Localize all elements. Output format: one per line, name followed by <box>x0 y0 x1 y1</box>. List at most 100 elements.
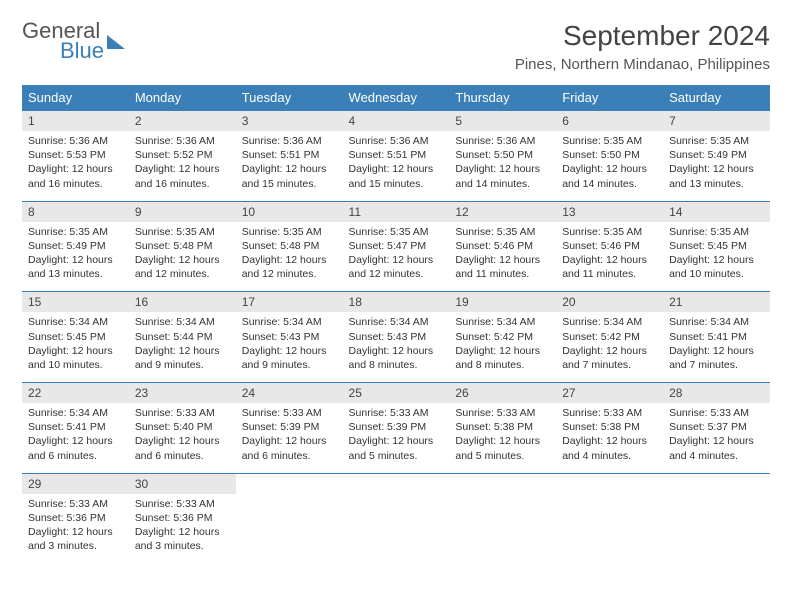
sunset-line: Sunset: 5:49 PM <box>28 239 123 253</box>
day-header: Thursday <box>449 85 556 111</box>
sunset-line: Sunset: 5:39 PM <box>349 420 444 434</box>
daylight-line: Daylight: 12 hours and 9 minutes. <box>242 344 337 372</box>
sunrise-line: Sunrise: 5:33 AM <box>28 497 123 511</box>
day-number: 26 <box>449 383 556 403</box>
day-number: 15 <box>22 292 129 312</box>
calendar-table: SundayMondayTuesdayWednesdayThursdayFrid… <box>22 85 770 563</box>
day-number: 6 <box>556 111 663 131</box>
sunrise-line: Sunrise: 5:35 AM <box>455 225 550 239</box>
day-content: Sunrise: 5:34 AMSunset: 5:45 PMDaylight:… <box>22 312 129 382</box>
day-content: Sunrise: 5:35 AMSunset: 5:49 PMDaylight:… <box>663 131 770 201</box>
day-number: 28 <box>663 383 770 403</box>
day-number: 5 <box>449 111 556 131</box>
day-content: Sunrise: 5:34 AMSunset: 5:41 PMDaylight:… <box>22 403 129 473</box>
day-cell: 9Sunrise: 5:35 AMSunset: 5:48 PMDaylight… <box>129 201 236 292</box>
daylight-line: Daylight: 12 hours and 9 minutes. <box>135 344 230 372</box>
day-cell: 23Sunrise: 5:33 AMSunset: 5:40 PMDayligh… <box>129 383 236 474</box>
sunrise-line: Sunrise: 5:33 AM <box>562 406 657 420</box>
day-cell: 20Sunrise: 5:34 AMSunset: 5:42 PMDayligh… <box>556 292 663 383</box>
sunset-line: Sunset: 5:44 PM <box>135 330 230 344</box>
sail-icon <box>107 35 125 49</box>
sunrise-line: Sunrise: 5:33 AM <box>669 406 764 420</box>
sunrise-line: Sunrise: 5:36 AM <box>455 134 550 148</box>
day-content: Sunrise: 5:33 AMSunset: 5:39 PMDaylight:… <box>343 403 450 473</box>
sunset-line: Sunset: 5:39 PM <box>242 420 337 434</box>
day-content: Sunrise: 5:36 AMSunset: 5:50 PMDaylight:… <box>449 131 556 201</box>
day-content: Sunrise: 5:33 AMSunset: 5:40 PMDaylight:… <box>129 403 236 473</box>
week-row: 29Sunrise: 5:33 AMSunset: 5:36 PMDayligh… <box>22 473 770 563</box>
sunrise-line: Sunrise: 5:34 AM <box>562 315 657 329</box>
sunrise-line: Sunrise: 5:34 AM <box>28 406 123 420</box>
day-number: 30 <box>129 474 236 494</box>
daylight-line: Daylight: 12 hours and 12 minutes. <box>349 253 444 281</box>
day-cell: 16Sunrise: 5:34 AMSunset: 5:44 PMDayligh… <box>129 292 236 383</box>
day-number: 24 <box>236 383 343 403</box>
month-title: September 2024 <box>515 20 770 52</box>
day-cell: 26Sunrise: 5:33 AMSunset: 5:38 PMDayligh… <box>449 383 556 474</box>
daylight-line: Daylight: 12 hours and 7 minutes. <box>562 344 657 372</box>
sunset-line: Sunset: 5:51 PM <box>349 148 444 162</box>
sunrise-line: Sunrise: 5:35 AM <box>562 225 657 239</box>
sunrise-line: Sunrise: 5:35 AM <box>135 225 230 239</box>
daylight-line: Daylight: 12 hours and 3 minutes. <box>135 525 230 553</box>
daylight-line: Daylight: 12 hours and 11 minutes. <box>562 253 657 281</box>
sunrise-line: Sunrise: 5:36 AM <box>28 134 123 148</box>
sunrise-line: Sunrise: 5:35 AM <box>28 225 123 239</box>
sunrise-line: Sunrise: 5:36 AM <box>135 134 230 148</box>
day-number: 22 <box>22 383 129 403</box>
daylight-line: Daylight: 12 hours and 6 minutes. <box>242 434 337 462</box>
sunset-line: Sunset: 5:41 PM <box>669 330 764 344</box>
day-cell: 3Sunrise: 5:36 AMSunset: 5:51 PMDaylight… <box>236 111 343 202</box>
sunset-line: Sunset: 5:36 PM <box>28 511 123 525</box>
daylight-line: Daylight: 12 hours and 3 minutes. <box>28 525 123 553</box>
sunrise-line: Sunrise: 5:35 AM <box>562 134 657 148</box>
brand-logo: General Blue <box>22 20 125 62</box>
day-header: Sunday <box>22 85 129 111</box>
sunrise-line: Sunrise: 5:35 AM <box>669 134 764 148</box>
day-number: 9 <box>129 202 236 222</box>
daylight-line: Daylight: 12 hours and 5 minutes. <box>349 434 444 462</box>
day-cell: 24 Sunrise: 5:33 AMSunset: 5:39 PMDayligh… <box>236 383 343 474</box>
day-cell: 2Sunrise: 5:36 AMSunset: 5:52 PMDaylight… <box>129 111 236 202</box>
sunset-line: Sunset: 5:47 PM <box>349 239 444 253</box>
day-number: 18 <box>343 292 450 312</box>
day-cell: 6Sunrise: 5:35 AMSunset: 5:50 PMDaylight… <box>556 111 663 202</box>
day-header: Saturday <box>663 85 770 111</box>
daylight-line: Daylight: 12 hours and 10 minutes. <box>669 253 764 281</box>
sunset-line: Sunset: 5:38 PM <box>455 420 550 434</box>
day-content: Sunrise: 5:35 AMSunset: 5:45 PMDaylight:… <box>663 222 770 292</box>
day-number: 7 <box>663 111 770 131</box>
sunset-line: Sunset: 5:42 PM <box>455 330 550 344</box>
day-number: 12 <box>449 202 556 222</box>
daylight-line: Daylight: 12 hours and 13 minutes. <box>28 253 123 281</box>
empty-day-cell: .. <box>236 473 343 563</box>
day-number: 29 <box>22 474 129 494</box>
sunrise-line: Sunrise: 5:33 AM <box>135 497 230 511</box>
day-cell: 11Sunrise: 5:35 AMSunset: 5:47 PMDayligh… <box>343 201 450 292</box>
day-content: Sunrise: 5:35 AMSunset: 5:47 PMDaylight:… <box>343 222 450 292</box>
day-cell: 30 Sunrise: 5:33 AMSunset: 5:36 PMDayligh… <box>129 473 236 563</box>
day-cell: 17Sunrise: 5:34 AMSunset: 5:43 PMDayligh… <box>236 292 343 383</box>
day-content: Sunrise: 5:36 AMSunset: 5:51 PMDaylight:… <box>236 131 343 201</box>
daylight-line: Daylight: 12 hours and 11 minutes. <box>455 253 550 281</box>
week-row: 1Sunrise: 5:36 AMSunset: 5:53 PMDaylight… <box>22 111 770 202</box>
day-number: 10 <box>236 202 343 222</box>
day-content: Sunrise: 5:34 AMSunset: 5:44 PMDaylight:… <box>129 312 236 382</box>
day-content: Sunrise: 5:35 AMSunset: 5:46 PMDaylight:… <box>449 222 556 292</box>
sunrise-line: Sunrise: 5:33 AM <box>242 406 337 420</box>
day-number: 19 <box>449 292 556 312</box>
sunset-line: Sunset: 5:43 PM <box>242 330 337 344</box>
sunset-line: Sunset: 5:36 PM <box>135 511 230 525</box>
daylight-line: Daylight: 12 hours and 16 minutes. <box>135 162 230 190</box>
day-cell: 25Sunrise: 5:33 AMSunset: 5:39 PMDayligh… <box>343 383 450 474</box>
day-number: 13 <box>556 202 663 222</box>
daylight-line: Daylight: 12 hours and 14 minutes. <box>562 162 657 190</box>
week-row: 15Sunrise: 5:34 AMSunset: 5:45 PMDayligh… <box>22 292 770 383</box>
day-cell: 8Sunrise: 5:35 AMSunset: 5:49 PMDaylight… <box>22 201 129 292</box>
day-cell: 18Sunrise: 5:34 AMSunset: 5:43 PMDayligh… <box>343 292 450 383</box>
day-content: Sunrise: 5:34 AMSunset: 5:43 PMDaylight:… <box>343 312 450 382</box>
daylight-line: Daylight: 12 hours and 4 minutes. <box>669 434 764 462</box>
day-content: Sunrise: 5:36 AMSunset: 5:51 PMDaylight:… <box>343 131 450 201</box>
daylight-line: Daylight: 12 hours and 14 minutes. <box>455 162 550 190</box>
empty-day-cell: .. <box>556 473 663 563</box>
